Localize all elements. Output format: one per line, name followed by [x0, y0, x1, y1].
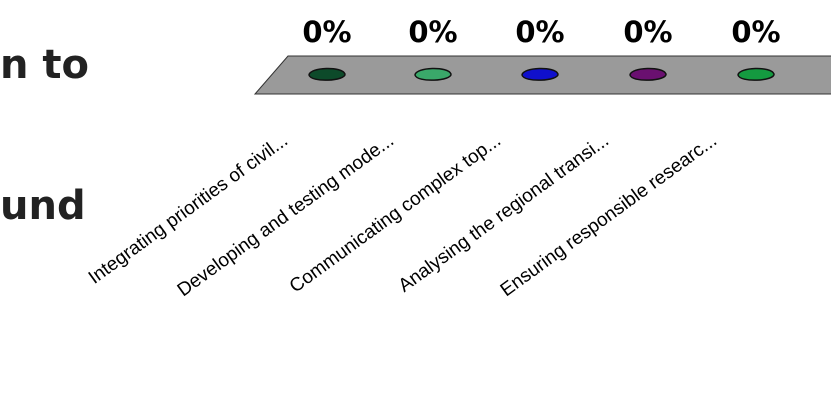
category-label-4: Analysing the regional transi...: [395, 130, 613, 297]
data-label-5: 0%: [731, 15, 780, 49]
category-label-2: Developing and testing mode...: [174, 130, 398, 301]
bar-top-2: [414, 67, 452, 81]
bar-top-5: [737, 67, 775, 81]
bar-top-1: [308, 67, 346, 81]
data-label-3: 0%: [515, 15, 564, 49]
bar-top-4: [629, 67, 667, 81]
data-label-4: 0%: [623, 15, 672, 49]
category-label-3: Communicating complex top...: [286, 130, 505, 297]
data-label-2: 0%: [408, 15, 457, 49]
category-label-1: Integrating priorities of civil...: [85, 130, 292, 289]
bar-top-3: [521, 67, 559, 81]
data-label-1: 0%: [302, 15, 351, 49]
category-label-5: Ensuring responsible researc...: [497, 130, 721, 301]
slide-text-line-1: n to: [0, 42, 90, 88]
slide-text-line-2: und: [0, 183, 86, 229]
